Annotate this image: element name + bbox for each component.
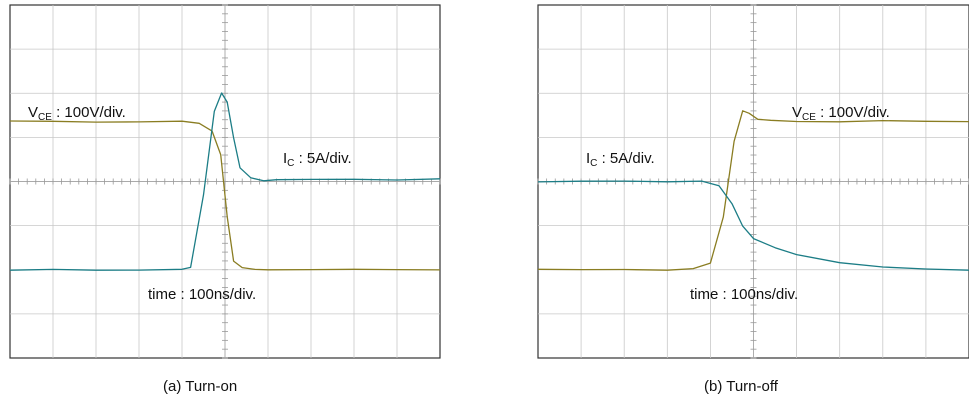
trace-vce	[537, 110, 969, 271]
trace-ic	[537, 180, 969, 271]
label-main: V	[792, 104, 802, 121]
time-scale-label: time : 100ns/div.	[690, 286, 798, 303]
label-vce: VCE : 100V/div.	[28, 104, 126, 123]
label-scale: : 100V/div.	[52, 104, 126, 121]
label-subscript: C	[287, 158, 294, 169]
label-scale: : 5A/div.	[294, 150, 351, 167]
label-subscript: C	[590, 158, 597, 169]
label-ic: IC : 5A/div.	[283, 150, 352, 169]
caption-turn-on: (a) Turn-on	[163, 378, 238, 395]
label-subscript: CE	[38, 112, 52, 123]
label-scale: : 5A/div.	[597, 150, 654, 167]
grid	[9, 4, 441, 359]
chart-turn-on: VCE : 100V/div. IC : 5A/div. time : 100ns/…	[9, 4, 441, 359]
label-scale: : 100V/div.	[816, 104, 890, 121]
chart-turn-off: VCE : 100V/div. IC : 5A/div. time : 100ns/…	[537, 4, 969, 359]
label-main: V	[28, 104, 38, 121]
label-main: I	[586, 150, 590, 167]
panel-turn-off: VCE : 100V/div. IC : 5A/div. time : 100ns/…	[532, 0, 969, 402]
caption-turn-off: (b) Turn-off	[704, 378, 778, 395]
panel-turn-on: VCE : 100V/div. IC : 5A/div. time : 100ns/…	[0, 0, 460, 402]
label-main: I	[283, 150, 287, 167]
time-scale-label: time : 100ns/div.	[148, 286, 256, 303]
trace-ic	[9, 92, 441, 271]
label-vce: VCE : 100V/div.	[792, 104, 890, 123]
label-ic: IC : 5A/div.	[586, 150, 655, 169]
trace-vce	[9, 120, 441, 271]
label-subscript: CE	[802, 112, 816, 123]
